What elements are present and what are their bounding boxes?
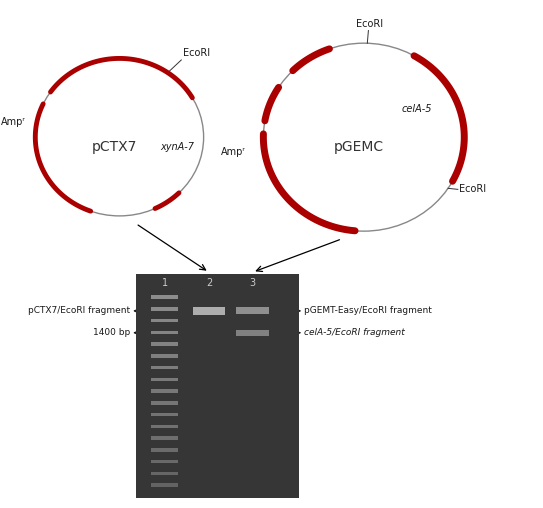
Bar	[151, 425, 178, 428]
Text: 2: 2	[206, 278, 212, 289]
Text: Ampʳ: Ampʳ	[1, 117, 26, 127]
Text: 1400 bp: 1400 bp	[93, 328, 138, 337]
Text: celA-5/EcoRI fragment: celA-5/EcoRI fragment	[296, 328, 405, 337]
Bar	[151, 377, 178, 381]
Bar	[151, 295, 178, 299]
Bar	[151, 484, 178, 487]
Bar	[151, 401, 178, 405]
Text: 1: 1	[161, 278, 168, 289]
Text: xynA-7: xynA-7	[160, 142, 194, 152]
Bar	[151, 460, 178, 463]
Text: Ampʳ: Ampʳ	[221, 147, 246, 157]
Text: pCTX7: pCTX7	[91, 140, 137, 154]
Text: EcoRI: EcoRI	[183, 48, 210, 58]
Bar	[151, 342, 178, 346]
Text: celA-5: celA-5	[402, 104, 432, 114]
Bar	[151, 319, 178, 323]
Text: EcoRI: EcoRI	[356, 19, 383, 29]
Bar	[136, 274, 299, 498]
Text: pCTX7/EcoRI fragment: pCTX7/EcoRI fragment	[28, 306, 138, 315]
Bar	[151, 448, 178, 452]
Bar	[151, 307, 178, 311]
Bar	[236, 307, 269, 314]
Bar	[151, 331, 178, 334]
Bar	[193, 307, 225, 315]
Bar	[151, 366, 178, 369]
Bar	[151, 413, 178, 417]
Bar	[151, 389, 178, 393]
Text: pGEMC: pGEMC	[333, 140, 383, 154]
Text: 3: 3	[249, 278, 256, 289]
Bar	[151, 354, 178, 358]
Bar	[151, 436, 178, 440]
Text: EcoRI: EcoRI	[459, 184, 486, 195]
Bar	[236, 330, 269, 336]
Bar	[151, 471, 178, 475]
Text: pGEMT-Easy/EcoRI fragment: pGEMT-Easy/EcoRI fragment	[296, 306, 432, 315]
